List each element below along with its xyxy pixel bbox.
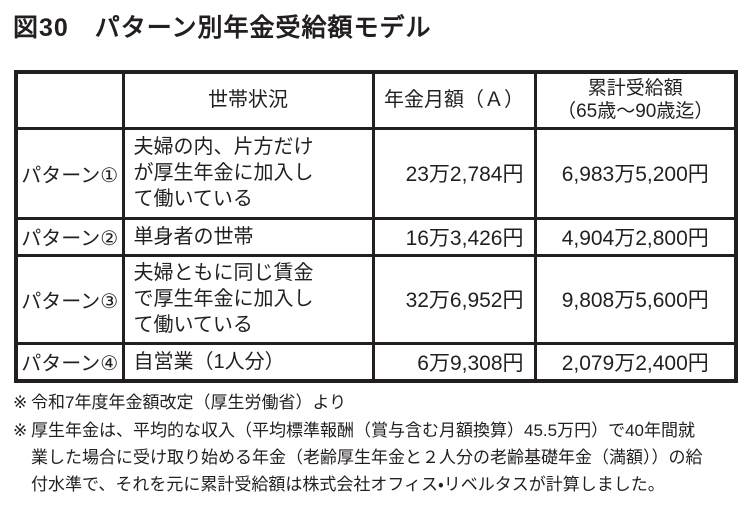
household-status: 単身者の世帯 [121, 216, 375, 257]
pattern-label: パターン④ [14, 341, 125, 382]
cumulative-amount: 4,904万2,800円 [533, 216, 738, 257]
cumulative-amount: 6,983万5,200円 [533, 126, 738, 220]
header-monthly-amount: 年金月額（Ａ） [371, 70, 537, 130]
figure-title: 図30 パターン別年金受給額モデル [13, 14, 432, 42]
household-status: 夫婦の内、片方だけ が厚生年金に加入し て働いている [121, 126, 375, 220]
header-cumulative-amount: 累計受給額 （65歳～90歳迄） [533, 70, 738, 130]
table-row-pattern-1: パターン① 夫婦の内、片方だけ が厚生年金に加入し て働いている 23万2,78… [14, 126, 738, 220]
household-status: 自営業（1人分） [121, 341, 375, 382]
monthly-amount: 6万9,308円 [371, 341, 537, 382]
pension-model-table: 世帯状況 年金月額（Ａ） 累計受給額 （65歳～90歳迄） パターン① 夫婦の内… [14, 70, 738, 383]
footnote-marker: ※ [13, 393, 28, 412]
footnote-text: 厚生年金は、平均的な収入（平均標準報酬（賞与含む月額換算）45.5万円）で40年… [31, 421, 703, 494]
cumulative-amount: 2,079万2,400円 [533, 341, 738, 382]
header-household: 世帯状況 [121, 70, 375, 130]
pattern-label: パターン③ [14, 253, 125, 345]
table-header-row: 世帯状況 年金月額（Ａ） 累計受給額 （65歳～90歳迄） [14, 70, 738, 130]
table-row-pattern-4: パターン④ 自営業（1人分） 6万9,308円 2,079万2,400円 [14, 341, 738, 382]
pattern-label: パターン① [14, 126, 125, 220]
footnote-text: 令和7年度年金額改定（厚生労働省）より [31, 393, 347, 412]
footnote-marker: ※ [13, 421, 28, 440]
monthly-amount: 32万6,952円 [371, 253, 537, 345]
pattern-label: パターン② [14, 216, 125, 257]
household-status: 夫婦ともに同じ賃金 で厚生年金に加入し て働いている [121, 253, 375, 345]
monthly-amount: 23万2,784円 [371, 126, 537, 220]
header-pattern-cell [14, 70, 125, 130]
table-row-pattern-2: パターン② 単身者の世帯 16万3,426円 4,904万2,800円 [14, 216, 738, 257]
monthly-amount: 16万3,426円 [371, 216, 537, 257]
cumulative-amount: 9,808万5,600円 [533, 253, 738, 345]
table-row-pattern-3: パターン③ 夫婦ともに同じ賃金 で厚生年金に加入し て働いている 32万6,95… [14, 253, 738, 345]
footnote-source: ※ 令和7年度年金額改定（厚生労働省）より [13, 389, 737, 416]
footnote-calculation-note: ※ 厚生年金は、平均的な収入（平均標準報酬（賞与含む月額換算）45.5万円）で4… [13, 417, 737, 498]
